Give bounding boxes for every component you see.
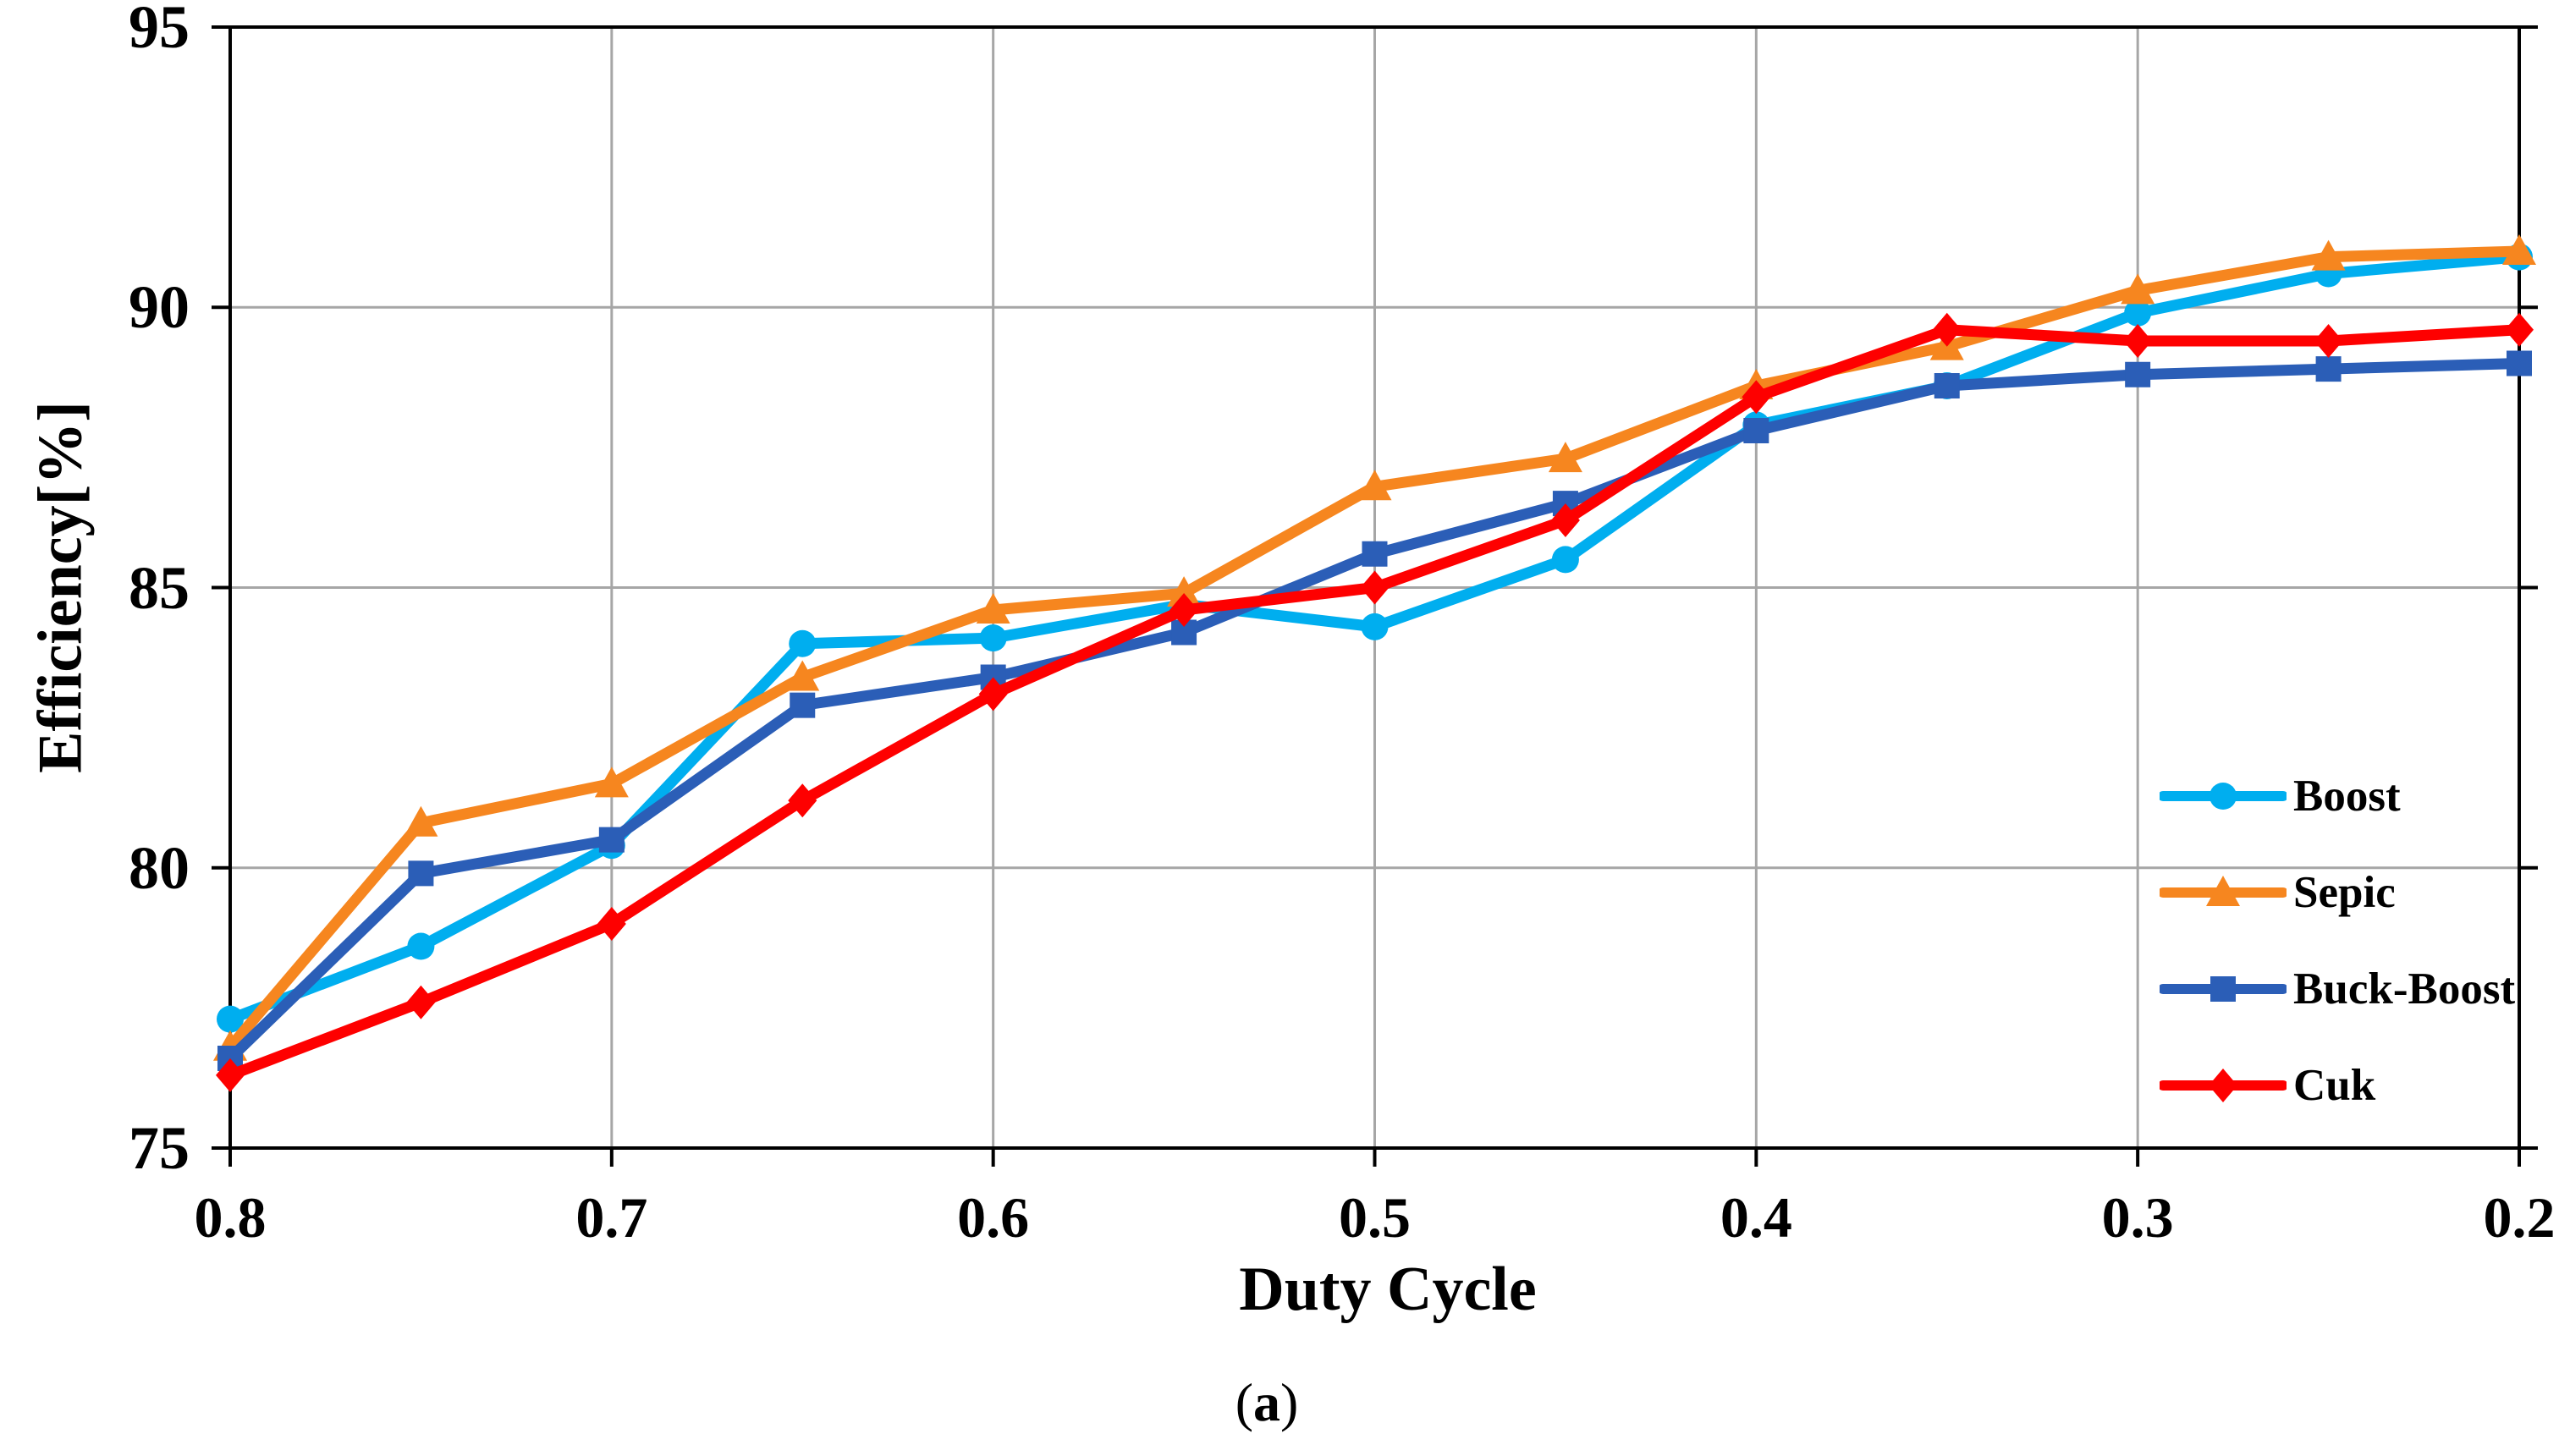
plot-border	[228, 25, 2521, 1150]
y-tick-label: 75	[129, 1114, 190, 1182]
diamond-marker-cuk	[406, 985, 436, 1019]
diamond-marker-cuk	[978, 677, 1008, 712]
legend-circle-icon	[2210, 783, 2237, 810]
triangle-up-marker-sepic	[1548, 442, 1582, 473]
x-tick-label: 0.6	[957, 1185, 1030, 1250]
legend-swatch-cuk	[2160, 1069, 2287, 1102]
square-marker-buck-boost	[790, 692, 816, 718]
square-marker-buck-boost	[2315, 356, 2342, 382]
x-tick-label: 0.8	[194, 1185, 267, 1250]
triangle-up-marker-sepic	[1357, 470, 1392, 501]
legend-swatch-sepic	[2160, 876, 2287, 906]
square-marker-buck-boost	[2507, 350, 2532, 376]
diamond-marker-cuk	[788, 783, 817, 818]
legend-label-boost: Boost	[2293, 772, 2401, 821]
circle-marker-boost	[789, 629, 817, 657]
legend-item-boost: Boost	[2160, 748, 2515, 844]
legend: Boost Sepic Buck-Boost Cuk	[2160, 748, 2515, 1134]
circle-marker-boost	[1361, 613, 1389, 640]
legend-label-sepic: Sepic	[2293, 868, 2396, 917]
legend-item-sepic: Sepic	[2160, 844, 2515, 941]
legend-diamond-icon	[2209, 1069, 2237, 1102]
triangle-up-marker-sepic	[2121, 273, 2155, 305]
legend-item-cuk: Cuk	[2160, 1037, 2515, 1134]
triangle-up-marker-sepic	[2502, 234, 2536, 265]
legend-swatch-buck-boost	[2160, 976, 2287, 1002]
diamond-marker-cuk	[2505, 312, 2534, 347]
square-marker-buck-boost	[1362, 541, 1388, 567]
series-cuk	[216, 312, 2534, 1092]
circle-marker-boost	[217, 1005, 244, 1033]
circle-marker-boost	[979, 624, 1007, 652]
y-tick-label: 85	[129, 553, 190, 622]
legend-item-buck-boost: Buck-Boost	[2160, 941, 2515, 1037]
square-marker-buck-boost	[1934, 373, 1960, 398]
x-tick-label: 0.5	[1339, 1185, 1411, 1250]
diamond-marker-cuk	[216, 1058, 245, 1092]
y-tick-label: 90	[129, 273, 190, 342]
x-tick-label: 0.3	[2101, 1185, 2174, 1250]
legend-swatch-boost	[2160, 783, 2287, 810]
legend-triangle-up-icon	[2206, 876, 2240, 906]
legend-label-buck-boost: Buck-Boost	[2293, 964, 2516, 1014]
square-marker-buck-boost	[1743, 418, 1769, 443]
diamond-marker-cuk	[2123, 324, 2153, 358]
triangle-up-marker-sepic	[785, 660, 820, 691]
y-tick-label: 80	[129, 833, 190, 902]
diamond-marker-cuk	[1742, 380, 1771, 415]
x-tick-label: 0.4	[1720, 1185, 1792, 1250]
square-marker-buck-boost	[408, 860, 434, 887]
legend-label-cuk: Cuk	[2293, 1061, 2376, 1110]
legend-square-icon	[2210, 976, 2236, 1002]
diamond-marker-cuk	[1550, 503, 1580, 537]
circle-marker-boost	[1551, 546, 1579, 574]
x-tick-label: 0.2	[2483, 1185, 2556, 1250]
triangle-up-marker-sepic	[2311, 239, 2346, 271]
diamond-marker-cuk	[1169, 593, 1199, 627]
diamond-marker-cuk	[1932, 312, 1962, 347]
diamond-marker-cuk	[597, 907, 626, 941]
x-tick-label: 0.7	[575, 1185, 648, 1250]
square-marker-buck-boost	[598, 827, 625, 853]
diamond-marker-cuk	[2314, 324, 2343, 358]
triangle-up-marker-sepic	[1167, 576, 1202, 607]
series-buck-boost	[217, 350, 2532, 1071]
triangle-up-marker-sepic	[404, 805, 438, 837]
diamond-marker-cuk	[1360, 570, 1390, 605]
circle-marker-boost	[407, 932, 435, 960]
triangle-up-marker-sepic	[594, 766, 629, 798]
y-tick-label: 95	[129, 0, 190, 61]
triangle-up-marker-sepic	[976, 593, 1010, 624]
circle-marker-boost	[2124, 299, 2152, 327]
square-marker-buck-boost	[2125, 361, 2151, 387]
